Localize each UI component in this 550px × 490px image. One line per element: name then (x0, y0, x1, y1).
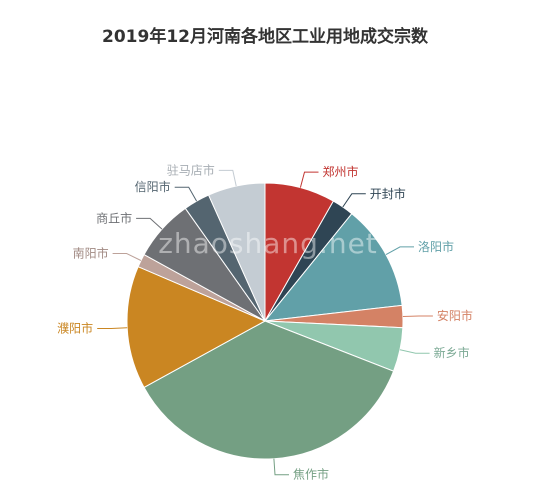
label-leader-line (97, 327, 128, 329)
label-leader-line (399, 349, 430, 354)
label-leader-line (112, 253, 142, 261)
label-leader-line (273, 458, 289, 476)
pie-slice[interactable] (126, 265, 267, 389)
slice-label: 安阳市 (437, 308, 473, 323)
slice-label: 信阳市 (135, 179, 171, 194)
chart-title: 2019年12月河南各地区工业用地成交宗数 (102, 26, 429, 47)
label-leader-line (385, 246, 414, 256)
slice-label: 洛阳市 (418, 239, 454, 254)
label-leader-line (342, 193, 366, 208)
slice-label: 郑州市 (323, 164, 359, 179)
slice-label: 南阳市 (73, 246, 109, 261)
slice-label: 濮阳市 (57, 321, 93, 336)
label-leader-line (299, 171, 319, 188)
pie-slice[interactable] (263, 213, 403, 322)
slice-label: 焦作市 (293, 467, 329, 482)
label-leader-line (402, 315, 433, 317)
pie-slice[interactable] (207, 182, 266, 322)
label-leader-line (174, 186, 198, 202)
slice-label: 驻马店市 (167, 162, 215, 177)
label-leader-line (218, 169, 237, 187)
pie-slices (126, 182, 404, 460)
slice-label: 开封市 (370, 186, 406, 201)
label-leader-line (136, 217, 163, 230)
watermark: zhaoshang.net (158, 227, 378, 260)
slice-label: 新乡市 (434, 345, 470, 360)
slice-label: 商丘市 (96, 210, 132, 225)
